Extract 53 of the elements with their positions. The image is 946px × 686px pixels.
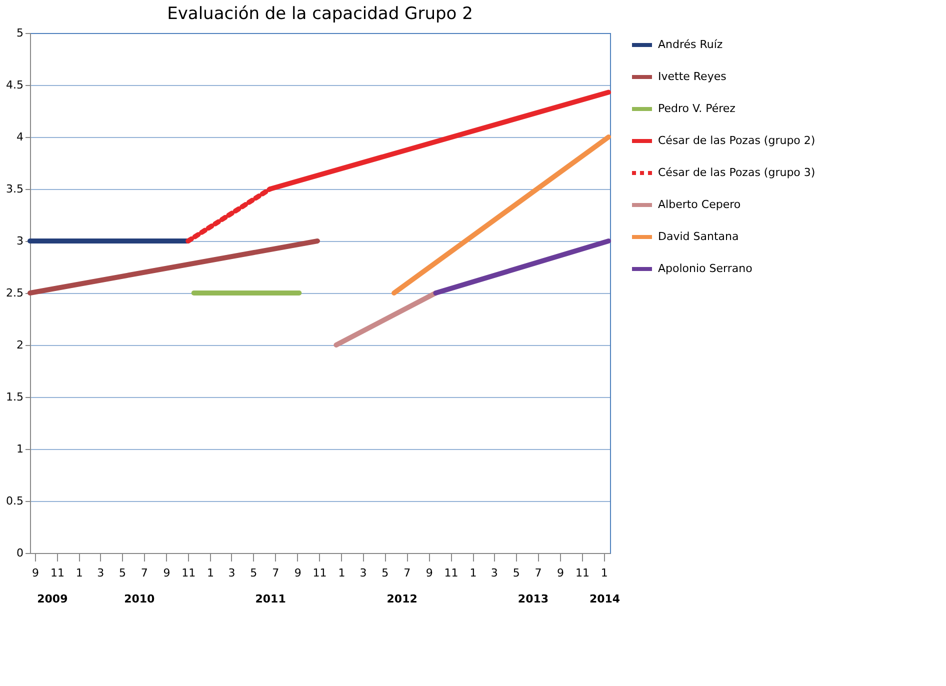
legend-label: Apolonio Serrano: [658, 262, 753, 275]
y-tick-label: 1.5: [6, 390, 24, 404]
y-tick-label: 4: [16, 130, 24, 144]
x-tick-label: 11: [50, 566, 64, 580]
legend-label: Pedro V. Pérez: [658, 102, 736, 115]
x-tick-label: 3: [97, 566, 104, 580]
x-tick-label: 7: [140, 566, 148, 580]
x-tick-label: 11: [444, 566, 458, 580]
x-tick-label: 3: [490, 566, 498, 580]
legend-label: Andrés Ruíz: [658, 38, 723, 51]
legend-label: César de las Pozas (grupo 3): [658, 166, 816, 179]
y-tick-label: 5: [16, 26, 24, 40]
y-tick-label: 2.5: [6, 286, 24, 300]
legend-label: Alberto Cepero: [658, 198, 741, 211]
x-tick-label: 11: [575, 566, 590, 580]
x-tick-label: 1: [338, 566, 346, 580]
chart-title: Evaluación de la capacidad Grupo 2: [167, 4, 473, 24]
x-tick-label: 7: [404, 566, 411, 580]
x-tick-label: 1: [470, 566, 477, 580]
x-tick-label: 5: [118, 566, 126, 580]
x-tick-label: 9: [557, 566, 564, 580]
y-tick-label: 1: [16, 442, 24, 456]
x-tick-label: 5: [382, 566, 389, 580]
x-tick-label: 9: [163, 566, 170, 580]
x-tick-label: 5: [512, 566, 520, 580]
y-tick-label: 0: [16, 546, 24, 560]
x-tick-label: 11: [182, 566, 196, 580]
y-tick-label: 0.5: [6, 494, 24, 508]
x2-tick-label: 2013: [518, 592, 549, 606]
y-tick-label: 4.5: [6, 78, 24, 92]
x2-tick-label: 2009: [37, 592, 68, 606]
x2-tick-label: 2012: [386, 592, 418, 606]
x-tick-label: 5: [250, 566, 258, 580]
x-tick-label: 11: [312, 566, 327, 580]
x-tick-label: 9: [426, 566, 433, 580]
x2-tick-label: 2010: [124, 592, 156, 606]
x-tick-label: 1: [600, 566, 608, 580]
y-tick-label: 3.5: [6, 182, 24, 196]
x-tick-label: 1: [76, 566, 83, 580]
x-tick-label: 9: [294, 566, 302, 580]
x2-tick-label: 2014: [589, 592, 620, 606]
x-tick-label: 9: [32, 566, 40, 580]
x-tick-label: 7: [272, 566, 280, 580]
y-tick-label: 2: [16, 338, 24, 352]
x2-tick-label: 2011: [255, 592, 286, 606]
legend-label: David Santana: [658, 230, 739, 243]
x-tick-label: 1: [207, 566, 214, 580]
legend-label: César de las Pozas (grupo 2): [658, 134, 816, 147]
x-tick-label: 3: [360, 566, 367, 580]
x-tick-label: 3: [228, 566, 236, 580]
y-tick-label: 3: [16, 234, 24, 248]
x-tick-label: 7: [534, 566, 542, 580]
legend-label: Ivette Reyes: [658, 70, 727, 83]
